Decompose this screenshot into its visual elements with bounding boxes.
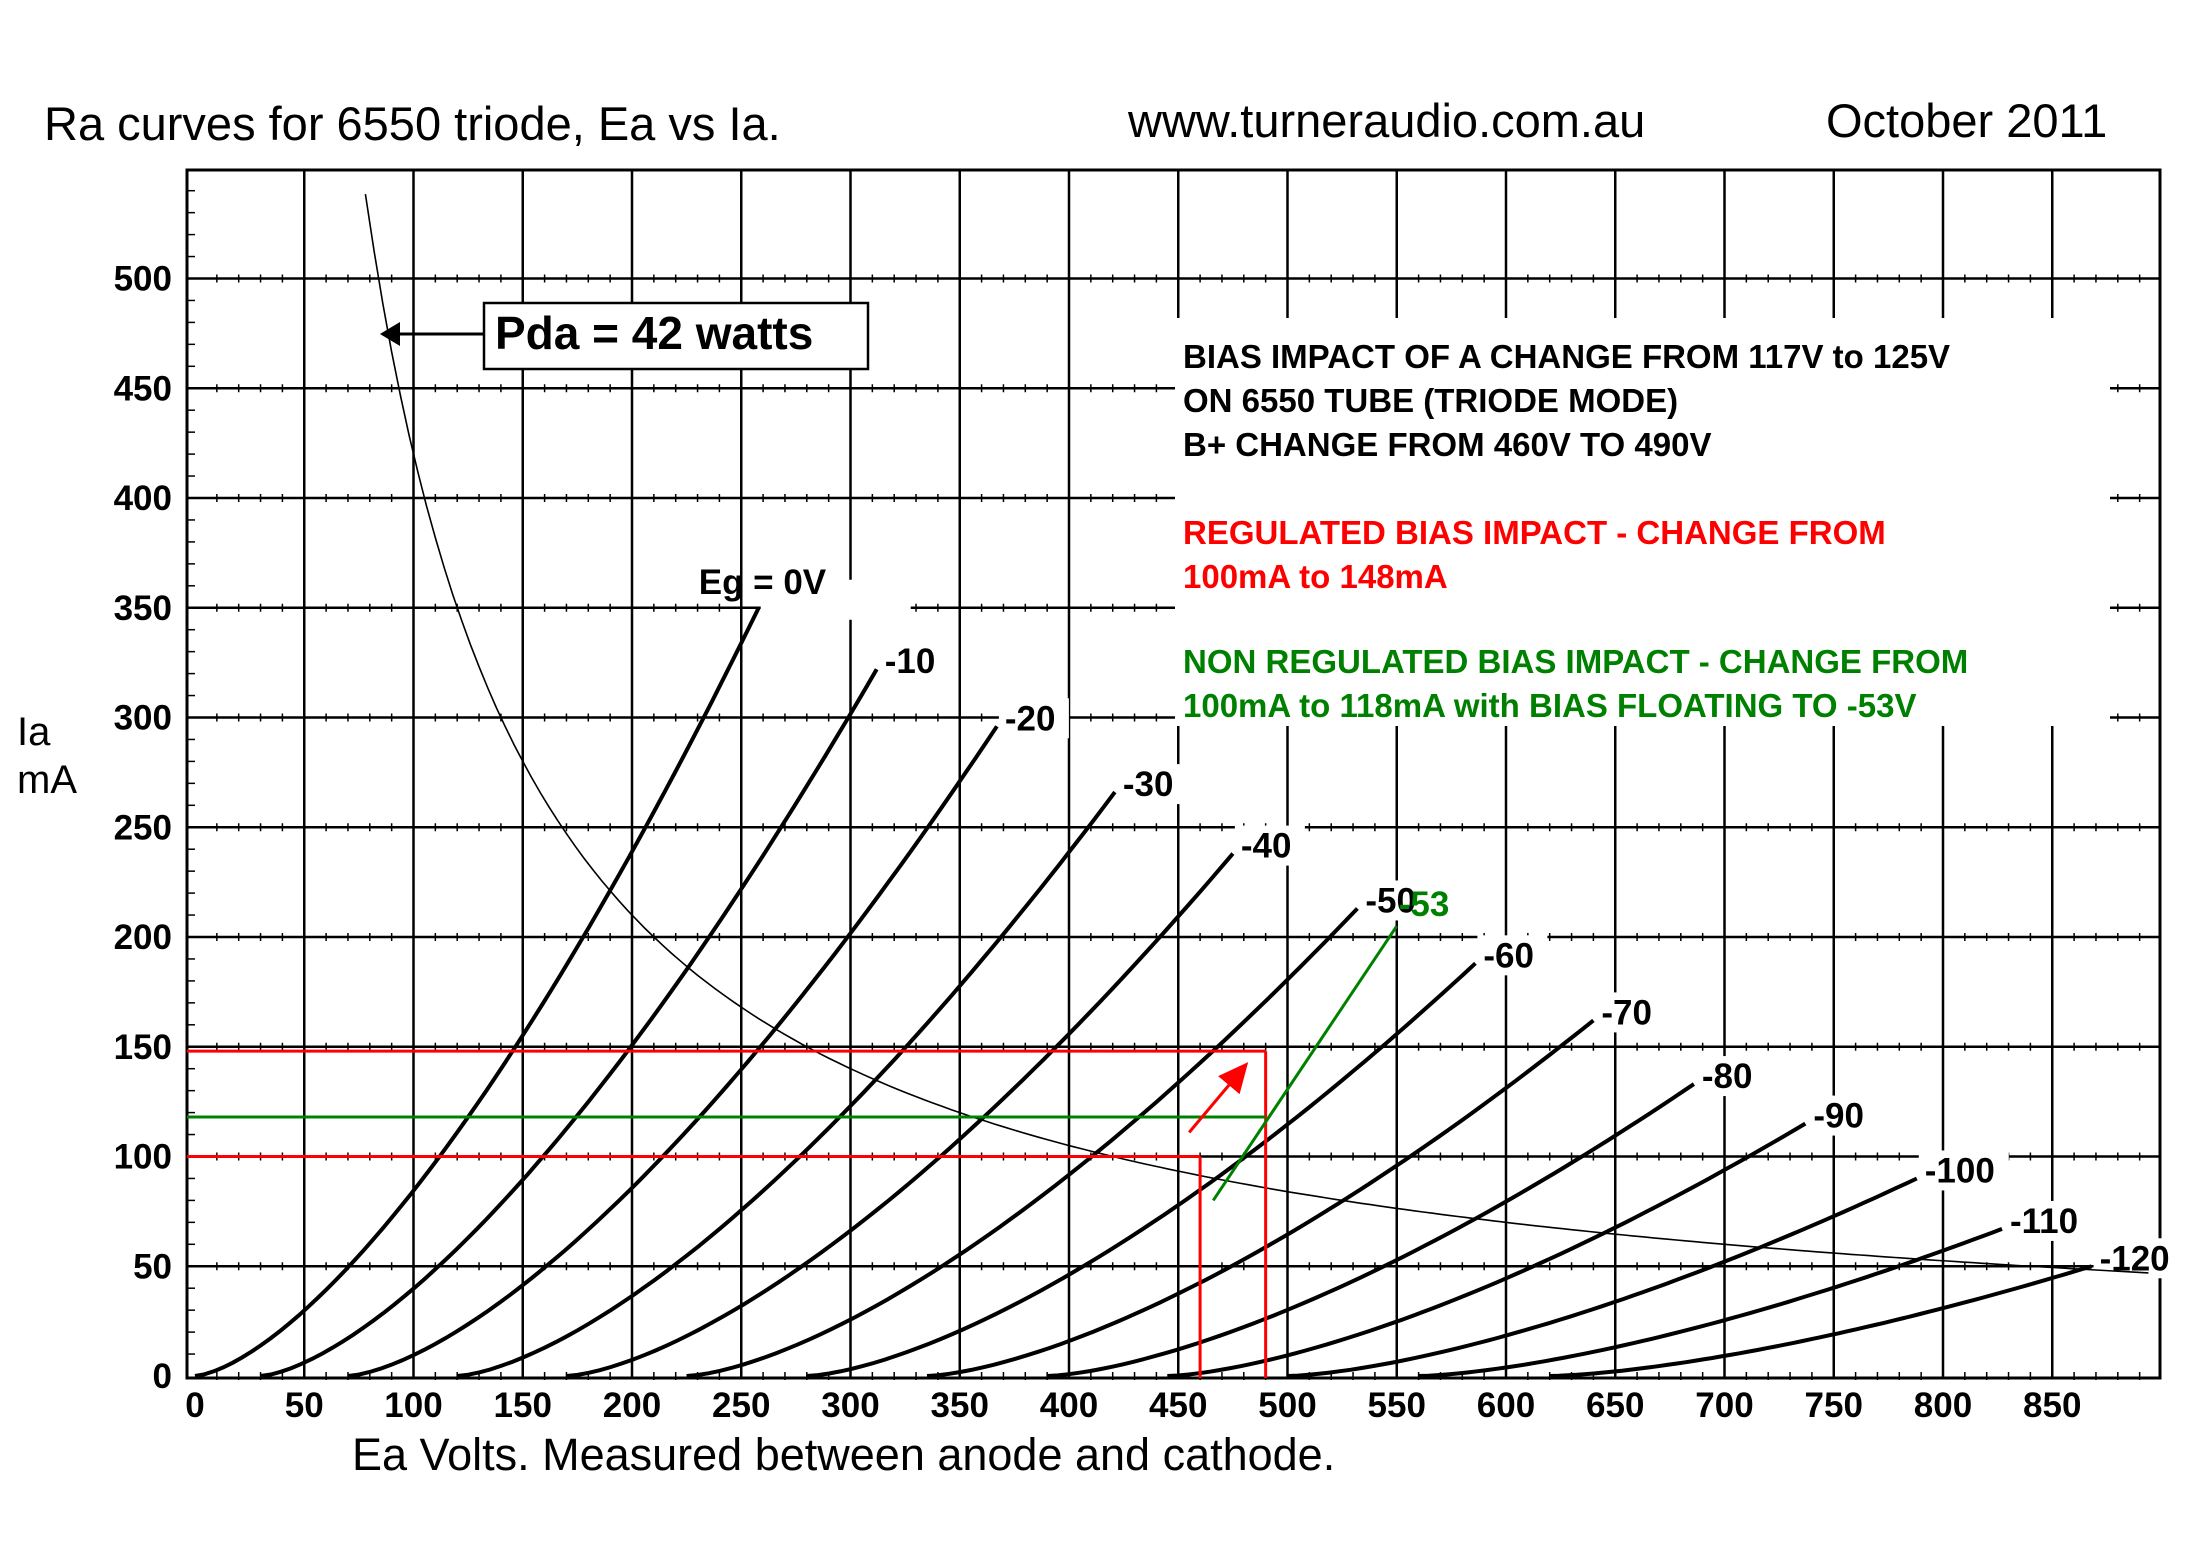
curve-label: Eg = 0V (699, 563, 827, 602)
plate-curve-3 (456, 790, 1117, 1378)
note-line-red: REGULATED BIAS IMPACT - CHANGE FROM (1183, 514, 1886, 551)
green-load-line (1211, 925, 1398, 1202)
axis-ticks: 0 50 100 150 200 250 300 350 400 450 500 550 600 650 7… (114, 260, 2082, 1426)
curve-label: -10 (885, 642, 936, 681)
note-line-green: 100mA to 118mA with BIAS FLOATING TO -53… (1183, 687, 1916, 724)
curve-label: -20 (1005, 699, 1056, 738)
y-tick-label: 100 (114, 1138, 172, 1177)
chart-title: Ra curves for 6550 triode, Ea vs Ia. (44, 97, 781, 150)
y-tick-label: 250 (114, 808, 172, 847)
pda-label: Pda = 42 watts (495, 307, 813, 359)
curve-label-bg (1695, 1056, 1766, 1097)
y-tick-label: 350 (114, 589, 172, 628)
y-tick-label: 150 (114, 1028, 172, 1067)
note-line-black: BIAS IMPACT OF A CHANGE FROM 117V to 125… (1183, 338, 1950, 375)
curve-label: -80 (1702, 1057, 1753, 1096)
curve-label-bg (998, 698, 1069, 739)
curve-label-bg (1359, 880, 1430, 921)
x-tick-label: 850 (2023, 1386, 2081, 1425)
curve-label: -60 (1483, 936, 1534, 975)
x-tick-label: 400 (1040, 1386, 1098, 1425)
x-tick-label: 50 (285, 1386, 324, 1425)
x-tick-label: 250 (712, 1386, 770, 1425)
note-line-green: NON REGULATED BIAS IMPACT - CHANGE FROM (1183, 643, 1968, 680)
pda-arrow-head (380, 322, 400, 346)
x-tick-label: 100 (384, 1386, 442, 1425)
curve-label-bg (1234, 825, 1305, 866)
plate-curve-10 (1287, 1176, 1918, 1378)
y-tick-label: 50 (133, 1247, 172, 1286)
plate-curve-4 (566, 852, 1235, 1378)
curve-label-bg (1595, 992, 1666, 1033)
y-axis-label-ma: mA (17, 758, 77, 802)
plate-curve-6 (806, 961, 1477, 1378)
dissipation-curve (364, 193, 2149, 1274)
y-axis-label-ia: Ia (17, 710, 51, 754)
y-tick-label: 200 (114, 918, 172, 957)
y-tick-label: 400 (114, 479, 172, 518)
date-label: October 2011 (1826, 94, 2107, 147)
y-tick-label: 450 (114, 369, 172, 408)
x-tick-label: 350 (931, 1386, 989, 1425)
plate-curve-11 (1418, 1227, 2003, 1378)
x-tick-label: 450 (1149, 1386, 1207, 1425)
y-tick-label: 0 (153, 1357, 172, 1396)
curve-label-bg (878, 641, 949, 682)
x-tick-label: 650 (1586, 1386, 1644, 1425)
plate-curve-0 (194, 606, 761, 1378)
note-line-red: 100mA to 148mA (1183, 558, 1448, 595)
curve-label: -30 (1123, 765, 1174, 804)
plot-frame (185, 168, 2162, 1380)
y-tick-label: 500 (114, 260, 172, 299)
curve-label: -90 (1813, 1097, 1864, 1136)
note-line-black: ON 6550 TUBE (TRIODE MODE) (1183, 382, 1678, 419)
curve-label: -100 (1925, 1151, 1995, 1190)
x-tick-label: 600 (1477, 1386, 1535, 1425)
x-tick-label: 200 (603, 1386, 661, 1425)
x-tick-label: 700 (1695, 1386, 1753, 1425)
plate-curve-1 (260, 668, 879, 1378)
x-axis-label: Ea Volts. Measured between anode and cat… (352, 1429, 1335, 1480)
curve-label-bg (2003, 1200, 2094, 1241)
x-tick-label: 750 (1805, 1386, 1863, 1425)
x-tick-label: 150 (494, 1386, 552, 1425)
curve-label-bg (760, 579, 911, 620)
annotations: Pda = 42 watts -53 BIAS IMPACT OF A CHANGE… (187, 301, 2110, 1378)
plate-curve-9 (1167, 1121, 1807, 1378)
note-line-black: B+ CHANGE FROM 460V TO 490V (1183, 426, 1711, 463)
y-tick-label: 300 (114, 699, 172, 738)
x-tick-label: 300 (821, 1386, 879, 1425)
curve-label-bg (1918, 1150, 2009, 1191)
red-arrow-head (1218, 1062, 1249, 1095)
plate-curve-5 (686, 907, 1359, 1378)
curve-label: -70 (1601, 993, 1652, 1032)
x-tick-label: 550 (1368, 1386, 1426, 1425)
plate-curve-12 (1549, 1264, 2093, 1378)
curve-label: -50 (1365, 881, 1416, 920)
green-load-line-label: -53 (1399, 885, 1450, 924)
plate-curves: Eg = 0V -10 -20 -30 -40 -50 -60 -70 -80 -90 -100 -1… (194, 193, 2184, 1378)
curve-label-bg (1807, 1095, 1878, 1136)
x-tick-label: 800 (1914, 1386, 1972, 1425)
x-tick-label: 0 (185, 1386, 204, 1425)
x-tick-label: 500 (1258, 1386, 1316, 1425)
curve-label: -110 (2010, 1202, 2078, 1241)
website-label: www.turneraudio.com.au (1127, 94, 1645, 147)
curve-label: -40 (1241, 827, 1292, 866)
plate-curve-8 (1047, 1082, 1696, 1378)
notes-panel (1175, 318, 2110, 726)
curve-label-bg (1477, 935, 1548, 976)
curve-label-bg (1116, 764, 1187, 805)
plate-curve-7 (926, 1018, 1595, 1378)
pda-label-box (482, 301, 870, 371)
plate-curve-2 (347, 725, 999, 1378)
